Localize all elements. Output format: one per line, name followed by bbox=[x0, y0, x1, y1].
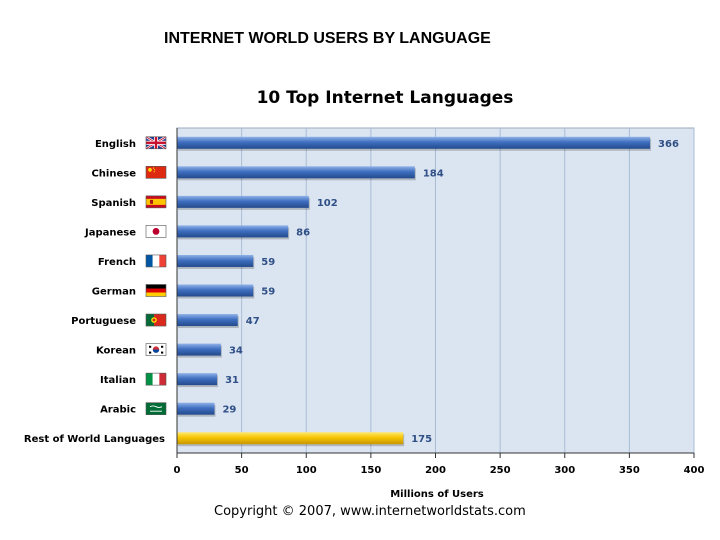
x-tick-label: 200 bbox=[425, 465, 446, 476]
saudi-flag-icon bbox=[145, 402, 167, 415]
page-title: INTERNET WORLD USERS BY LANGUAGE bbox=[164, 30, 491, 47]
japan-flag-icon bbox=[145, 225, 167, 238]
bar-korean bbox=[177, 343, 221, 356]
italy-flag-icon bbox=[145, 372, 167, 386]
category-label: French bbox=[98, 257, 136, 268]
x-axis-title: Millions of Users bbox=[390, 489, 484, 500]
korea-flag-icon bbox=[145, 343, 167, 356]
chart-title: 10 Top Internet Languages bbox=[256, 88, 514, 108]
value-label: 29 bbox=[222, 405, 236, 416]
category-label: English bbox=[95, 139, 136, 150]
x-tick-label: 250 bbox=[490, 465, 511, 476]
value-label: 47 bbox=[246, 316, 260, 327]
value-label: 175 bbox=[411, 434, 432, 445]
category-label: Chinese bbox=[91, 168, 136, 179]
value-label: 184 bbox=[423, 168, 444, 179]
value-label: 59 bbox=[261, 287, 275, 298]
bar-chinese bbox=[177, 166, 415, 179]
category-label: German bbox=[92, 287, 136, 298]
china-flag-icon bbox=[145, 166, 167, 179]
value-label: 366 bbox=[658, 139, 679, 150]
category-label: Spanish bbox=[91, 198, 136, 209]
x-tick-label: 50 bbox=[235, 465, 249, 476]
x-tick-label: 350 bbox=[619, 465, 640, 476]
category-label: Rest of World Languages bbox=[24, 434, 165, 445]
uk-flag-icon bbox=[145, 135, 167, 150]
value-label: 31 bbox=[225, 375, 239, 386]
copyright-text: Copyright © 2007, www.internetworldstats… bbox=[214, 504, 526, 519]
value-label: 34 bbox=[229, 346, 243, 357]
bar-italian bbox=[177, 373, 218, 386]
x-tick-label: 400 bbox=[684, 465, 705, 476]
category-label: Korean bbox=[96, 346, 136, 357]
portugal-flag-icon bbox=[145, 313, 167, 327]
spain-flag-icon bbox=[145, 195, 167, 209]
bar-german bbox=[177, 284, 254, 297]
x-tick-label: 100 bbox=[296, 465, 317, 476]
x-tick-label: 300 bbox=[554, 465, 575, 476]
x-tick-label: 150 bbox=[360, 465, 381, 476]
bar-english bbox=[177, 136, 651, 149]
bar-spanish bbox=[177, 195, 309, 208]
bar-arabic bbox=[177, 402, 215, 415]
category-label: Portuguese bbox=[71, 316, 136, 327]
category-label: Japanese bbox=[84, 227, 136, 238]
value-label: 59 bbox=[261, 257, 275, 268]
bar-rest-of-world-languages bbox=[177, 432, 404, 445]
category-label: Italian bbox=[100, 375, 136, 386]
bar-french bbox=[177, 254, 254, 267]
value-label: 102 bbox=[317, 198, 338, 209]
category-label: Arabic bbox=[100, 405, 136, 416]
france-flag-icon bbox=[145, 254, 167, 268]
value-label: 86 bbox=[296, 227, 310, 238]
germany-flag-icon bbox=[145, 284, 167, 297]
bar-japanese bbox=[177, 225, 289, 238]
x-tick-label: 0 bbox=[174, 465, 181, 476]
bar-portuguese bbox=[177, 314, 238, 327]
